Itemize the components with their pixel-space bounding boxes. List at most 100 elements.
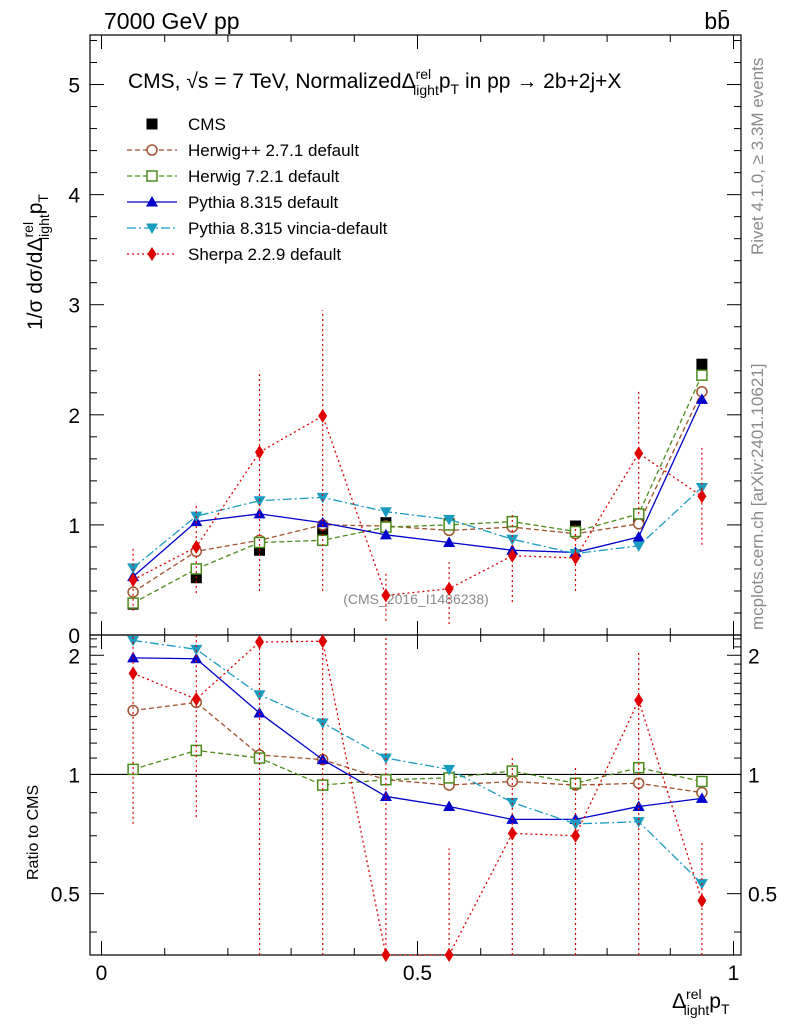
series-point — [632, 531, 645, 542]
legend-entry: Pythia 8.315 default — [127, 193, 339, 212]
ratio-tick-label: 1 — [68, 764, 80, 787]
series-point — [695, 393, 708, 404]
ratio-y-axis-label: Ratio to CMS — [25, 785, 42, 880]
ratio-point — [191, 692, 201, 707]
series-point — [127, 563, 140, 574]
ratio-point — [444, 948, 454, 962]
ratio-tick-label-right: 0.5 — [748, 884, 777, 907]
ratio-point — [634, 693, 644, 708]
y-tick-label: 4 — [68, 185, 80, 208]
legend-entry: Herwig 7.2.1 default — [127, 167, 339, 186]
series-point — [253, 536, 266, 549]
series-line — [132, 391, 703, 593]
legend-label: CMS — [188, 115, 226, 134]
legend-marker — [147, 247, 157, 261]
ratio-point — [318, 634, 328, 649]
series-point — [507, 548, 517, 563]
series-point — [571, 550, 580, 565]
ratio-point — [696, 775, 708, 788]
series-point — [127, 597, 139, 609]
ratio-tick-label: 0.5 — [51, 884, 80, 907]
series-point — [379, 507, 392, 518]
series-group — [127, 310, 708, 962]
series-line — [132, 399, 703, 578]
x-tick-label: 0 — [96, 962, 108, 985]
series-point — [569, 525, 582, 538]
x-tick-label: 0.5 — [403, 962, 432, 985]
series-point — [381, 588, 391, 603]
mcplots-label: mcplots.cern.ch [arXiv:2401.10621] — [748, 364, 767, 630]
ratio-point — [632, 800, 645, 812]
series-point — [128, 572, 138, 587]
series-point — [444, 581, 454, 596]
ratio-point — [443, 800, 456, 812]
ratio-point — [253, 690, 266, 701]
legend-entry: CMS — [146, 115, 226, 134]
ratio-point — [507, 826, 517, 841]
ratio-point — [571, 828, 580, 843]
x-tick-label: 1 — [728, 962, 740, 985]
y-tick-label: 5 — [68, 75, 80, 98]
legend-marker — [146, 118, 158, 130]
legend-label: Herwig 7.2.1 default — [188, 167, 339, 186]
series-point — [190, 563, 203, 575]
legend-label: Sherpa 2.2.9 default — [188, 245, 341, 264]
y-tick-label: 2 — [68, 405, 80, 428]
ratio-point — [127, 763, 139, 776]
legend-marker — [146, 170, 158, 182]
legend-marker — [146, 223, 158, 234]
y-tick-label: 0 — [68, 625, 80, 648]
legend-entry: Pythia 8.315 vincia-default — [127, 219, 388, 238]
series-line — [132, 374, 703, 604]
ratio-point — [632, 817, 645, 828]
series-line — [132, 486, 703, 569]
ratio-point — [128, 666, 138, 681]
series-pythia-8-315-vincia-default — [127, 482, 708, 890]
series-point — [697, 489, 707, 504]
legend-entry: Herwig++ 2.7.1 default — [127, 141, 359, 160]
legend-entry: Sherpa 2.2.9 default — [127, 245, 341, 264]
ratio-point — [695, 792, 708, 803]
ratio-point — [506, 765, 519, 777]
series-line — [132, 414, 703, 597]
ratio-point — [443, 764, 456, 776]
ratio-series-line — [132, 640, 703, 956]
ratio-point — [379, 790, 392, 801]
series-point — [253, 496, 266, 507]
rivet-version-label: Rivet 4.1.0, ≥ 3.3M events — [748, 58, 767, 255]
series-point — [316, 492, 329, 504]
series-point — [253, 507, 266, 519]
legend-marker — [146, 196, 158, 207]
ratio-tick-label-right: 2 — [748, 645, 760, 668]
ratio-point — [255, 635, 264, 650]
series-point — [506, 534, 519, 546]
ratio-point — [381, 948, 391, 962]
ratio-point — [190, 652, 203, 664]
series-point — [318, 408, 328, 423]
ratio-point — [127, 704, 139, 717]
ratio-tick-label: 2 — [68, 645, 80, 668]
y-tick-label: 3 — [68, 295, 80, 318]
legend-label: Pythia 8.315 vincia-default — [188, 219, 388, 238]
header-left: 7000 GeV pp — [104, 8, 240, 34]
ratio-series-line — [133, 639, 703, 885]
ratio-series-line — [132, 749, 703, 786]
legend-label: Pythia 8.315 default — [188, 193, 339, 212]
series-point — [632, 541, 645, 552]
x-axis-label: Δrel lightpT — [672, 986, 730, 1018]
cms-data-point — [317, 527, 329, 539]
cms-data-point — [696, 358, 708, 370]
ratio-point — [697, 893, 707, 908]
series-point — [379, 528, 392, 540]
ratio-point — [632, 761, 645, 774]
legend-marker — [146, 144, 158, 156]
header-right: bb̄ — [704, 8, 730, 34]
legend: CMS Herwig++ 2.7.1 default Herwig 7.2.1 de… — [127, 115, 388, 264]
series-herwig-7-2-1-default — [127, 369, 708, 791]
ratio-point — [316, 779, 329, 791]
series-point — [127, 586, 139, 598]
ratio-point — [253, 706, 266, 718]
series-point — [632, 518, 645, 530]
